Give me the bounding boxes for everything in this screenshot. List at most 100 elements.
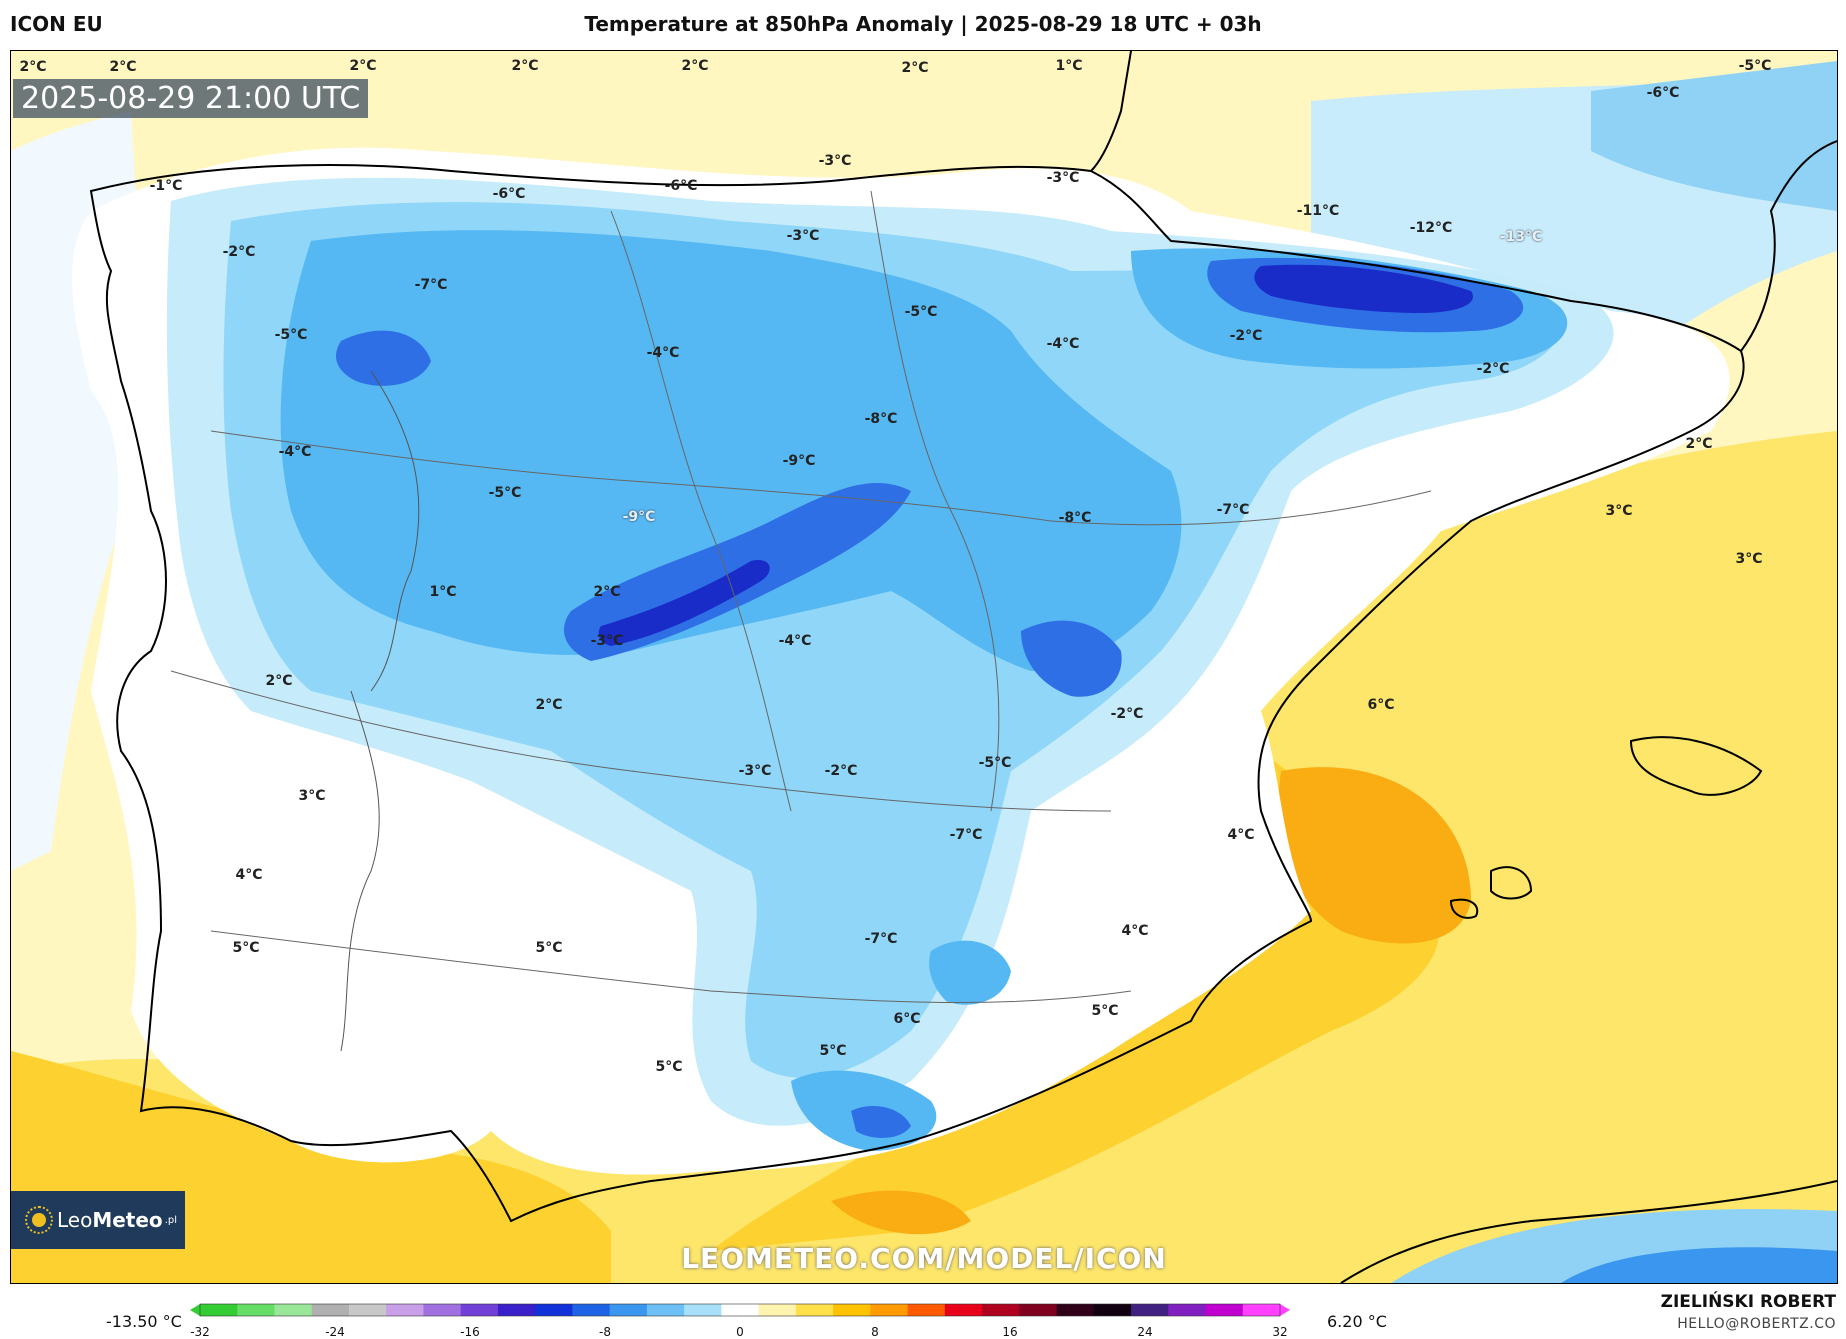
leometeo-logo: Leo Meteo .pl xyxy=(11,1191,185,1249)
map-contour-label: -4°C xyxy=(1046,336,1080,352)
colorbar-tick-label: -16 xyxy=(460,1325,480,1339)
map-contour-label: 1°C xyxy=(429,584,457,600)
map-contour-label: -4°C xyxy=(778,633,812,649)
valid-time-label: 2025-08-29 21:00 UTC xyxy=(13,79,369,118)
map-contour-label: 5°C xyxy=(819,1043,847,1059)
map-contour-label: 2°C xyxy=(901,60,929,76)
map-contour-label: -9°C xyxy=(782,453,816,469)
map-title: Temperature at 850hPa Anomaly | 2025-08-… xyxy=(584,12,1262,36)
colorbar-swatch xyxy=(609,1304,648,1316)
map-contour-label: -6°C xyxy=(492,186,526,202)
colorbar-swatch xyxy=(907,1304,946,1316)
map-contour-label: 2°C xyxy=(681,58,709,74)
map-contour-label: -3°C xyxy=(590,633,624,649)
map-contour-label: 4°C xyxy=(1227,827,1255,843)
colorbar-swatch xyxy=(870,1304,909,1316)
anomaly-map-graphic xyxy=(11,51,1837,1283)
colorbar-frame xyxy=(199,1303,1281,1317)
map-contour-label: -2°C xyxy=(222,244,256,260)
colorbar-min-label: -13.50 °C xyxy=(106,1312,182,1331)
map-contour-label: 4°C xyxy=(235,867,263,883)
map-contour-label: 1°C xyxy=(1055,58,1083,74)
map-contour-label: -4°C xyxy=(646,345,680,361)
colorbar-right-arrow xyxy=(1280,1304,1290,1316)
map-contour-label: 5°C xyxy=(232,940,260,956)
colorbar-left-arrow xyxy=(190,1304,200,1316)
author-email: HELLO@ROBERTZ.CO xyxy=(1677,1316,1836,1332)
colorbar-tick-label: 16 xyxy=(1002,1325,1018,1339)
map-contour-label: -3°C xyxy=(1046,170,1080,186)
colorbar-swatch xyxy=(1131,1304,1169,1316)
map-panel: 2025-08-29 21:00 UTC 2°C 2°C 2°C 2°C 2°C… xyxy=(10,50,1838,1284)
colorbar-tick-label: -8 xyxy=(599,1325,611,1339)
map-contour-label: -1°C xyxy=(149,178,183,194)
colorbar-swatch xyxy=(237,1304,275,1316)
map-contour-label: 2°C xyxy=(535,697,563,713)
map-contour-label: -2°C xyxy=(1110,706,1144,722)
map-contour-label: -3°C xyxy=(786,228,820,244)
colorbar xyxy=(190,1303,1290,1317)
map-contour-label: 2°C xyxy=(19,59,47,75)
map-contour-label: -5°C xyxy=(978,755,1012,771)
map-contour-label: -7°C xyxy=(414,277,448,293)
map-contour-label: -7°C xyxy=(1216,502,1250,518)
colorbar-swatch xyxy=(423,1304,462,1316)
colorbar-swatch xyxy=(982,1304,1020,1316)
colorbar-swatch xyxy=(460,1304,499,1316)
map-contour-label: -12°C xyxy=(1409,220,1453,236)
colorbar-swatch xyxy=(311,1304,350,1316)
map-contour-label: -3°C xyxy=(818,153,852,169)
logo-text-leo: Leo xyxy=(57,1208,93,1232)
map-contour-label: 2°C xyxy=(349,58,377,74)
map-contour-label: 3°C xyxy=(1605,503,1633,519)
map-contour-label: 2°C xyxy=(265,673,293,689)
colorbar-swatch xyxy=(386,1304,424,1316)
colorbar-swatch xyxy=(944,1304,983,1316)
colorbar-swatch xyxy=(1168,1304,1207,1316)
map-contour-label: 6°C xyxy=(1367,697,1395,713)
colorbar-max-label: 6.20 °C xyxy=(1327,1312,1387,1331)
map-contour-label: 4°C xyxy=(1121,923,1149,939)
map-contour-label: 2°C xyxy=(1685,436,1713,452)
colorbar-swatch xyxy=(497,1304,536,1316)
colorbar-swatch xyxy=(1205,1304,1244,1316)
colorbar-tick-label: -32 xyxy=(190,1325,210,1339)
sun-icon xyxy=(25,1206,53,1234)
colorbar-swatch xyxy=(684,1304,722,1316)
colorbar-swatch xyxy=(572,1304,611,1316)
logo-text-meteo: Meteo xyxy=(92,1208,163,1232)
map-contour-label: -8°C xyxy=(1058,510,1092,526)
model-name: ICON EU xyxy=(10,12,103,36)
map-contour-label: -2°C xyxy=(1476,361,1510,377)
colorbar-swatch xyxy=(833,1304,871,1316)
colorbar-swatch xyxy=(646,1304,685,1316)
map-contour-label: -7°C xyxy=(949,827,983,843)
colorbar-swatch xyxy=(1019,1304,1058,1316)
colorbar-swatch xyxy=(721,1304,760,1316)
map-contour-label: -7°C xyxy=(864,931,898,947)
map-contour-label: 2°C xyxy=(593,584,621,600)
colorbar-swatch xyxy=(1093,1304,1132,1316)
map-contour-label: 3°C xyxy=(298,788,326,804)
map-contour-label: 5°C xyxy=(535,940,563,956)
colorbar-swatch xyxy=(1242,1304,1281,1316)
colorbar-swatch xyxy=(274,1304,313,1316)
map-contour-label: -9°C xyxy=(622,509,656,525)
map-contour-label: -2°C xyxy=(1229,328,1263,344)
map-contour-label: 2°C xyxy=(109,59,137,75)
map-contour-label: -13°C xyxy=(1499,229,1543,245)
map-contour-label: 5°C xyxy=(1091,1003,1119,1019)
map-contour-label: -2°C xyxy=(824,763,858,779)
colorbar-tick-label: -24 xyxy=(325,1325,345,1339)
colorbar-tick-label: 24 xyxy=(1137,1325,1153,1339)
map-contour-label: 3°C xyxy=(1735,551,1763,567)
map-contour-label: -8°C xyxy=(864,411,898,427)
colorbar-swatch xyxy=(348,1304,387,1316)
source-watermark: LEOMETEO.COM/MODEL/ICON xyxy=(681,1242,1167,1275)
map-contour-label: -5°C xyxy=(274,327,308,343)
map-contour-label: 2°C xyxy=(511,58,539,74)
colorbar-tick-label: 32 xyxy=(1272,1325,1288,1339)
map-contour-label: 6°C xyxy=(893,1011,921,1027)
map-contour-label: -3°C xyxy=(738,763,772,779)
colorbar-swatch xyxy=(758,1304,797,1316)
